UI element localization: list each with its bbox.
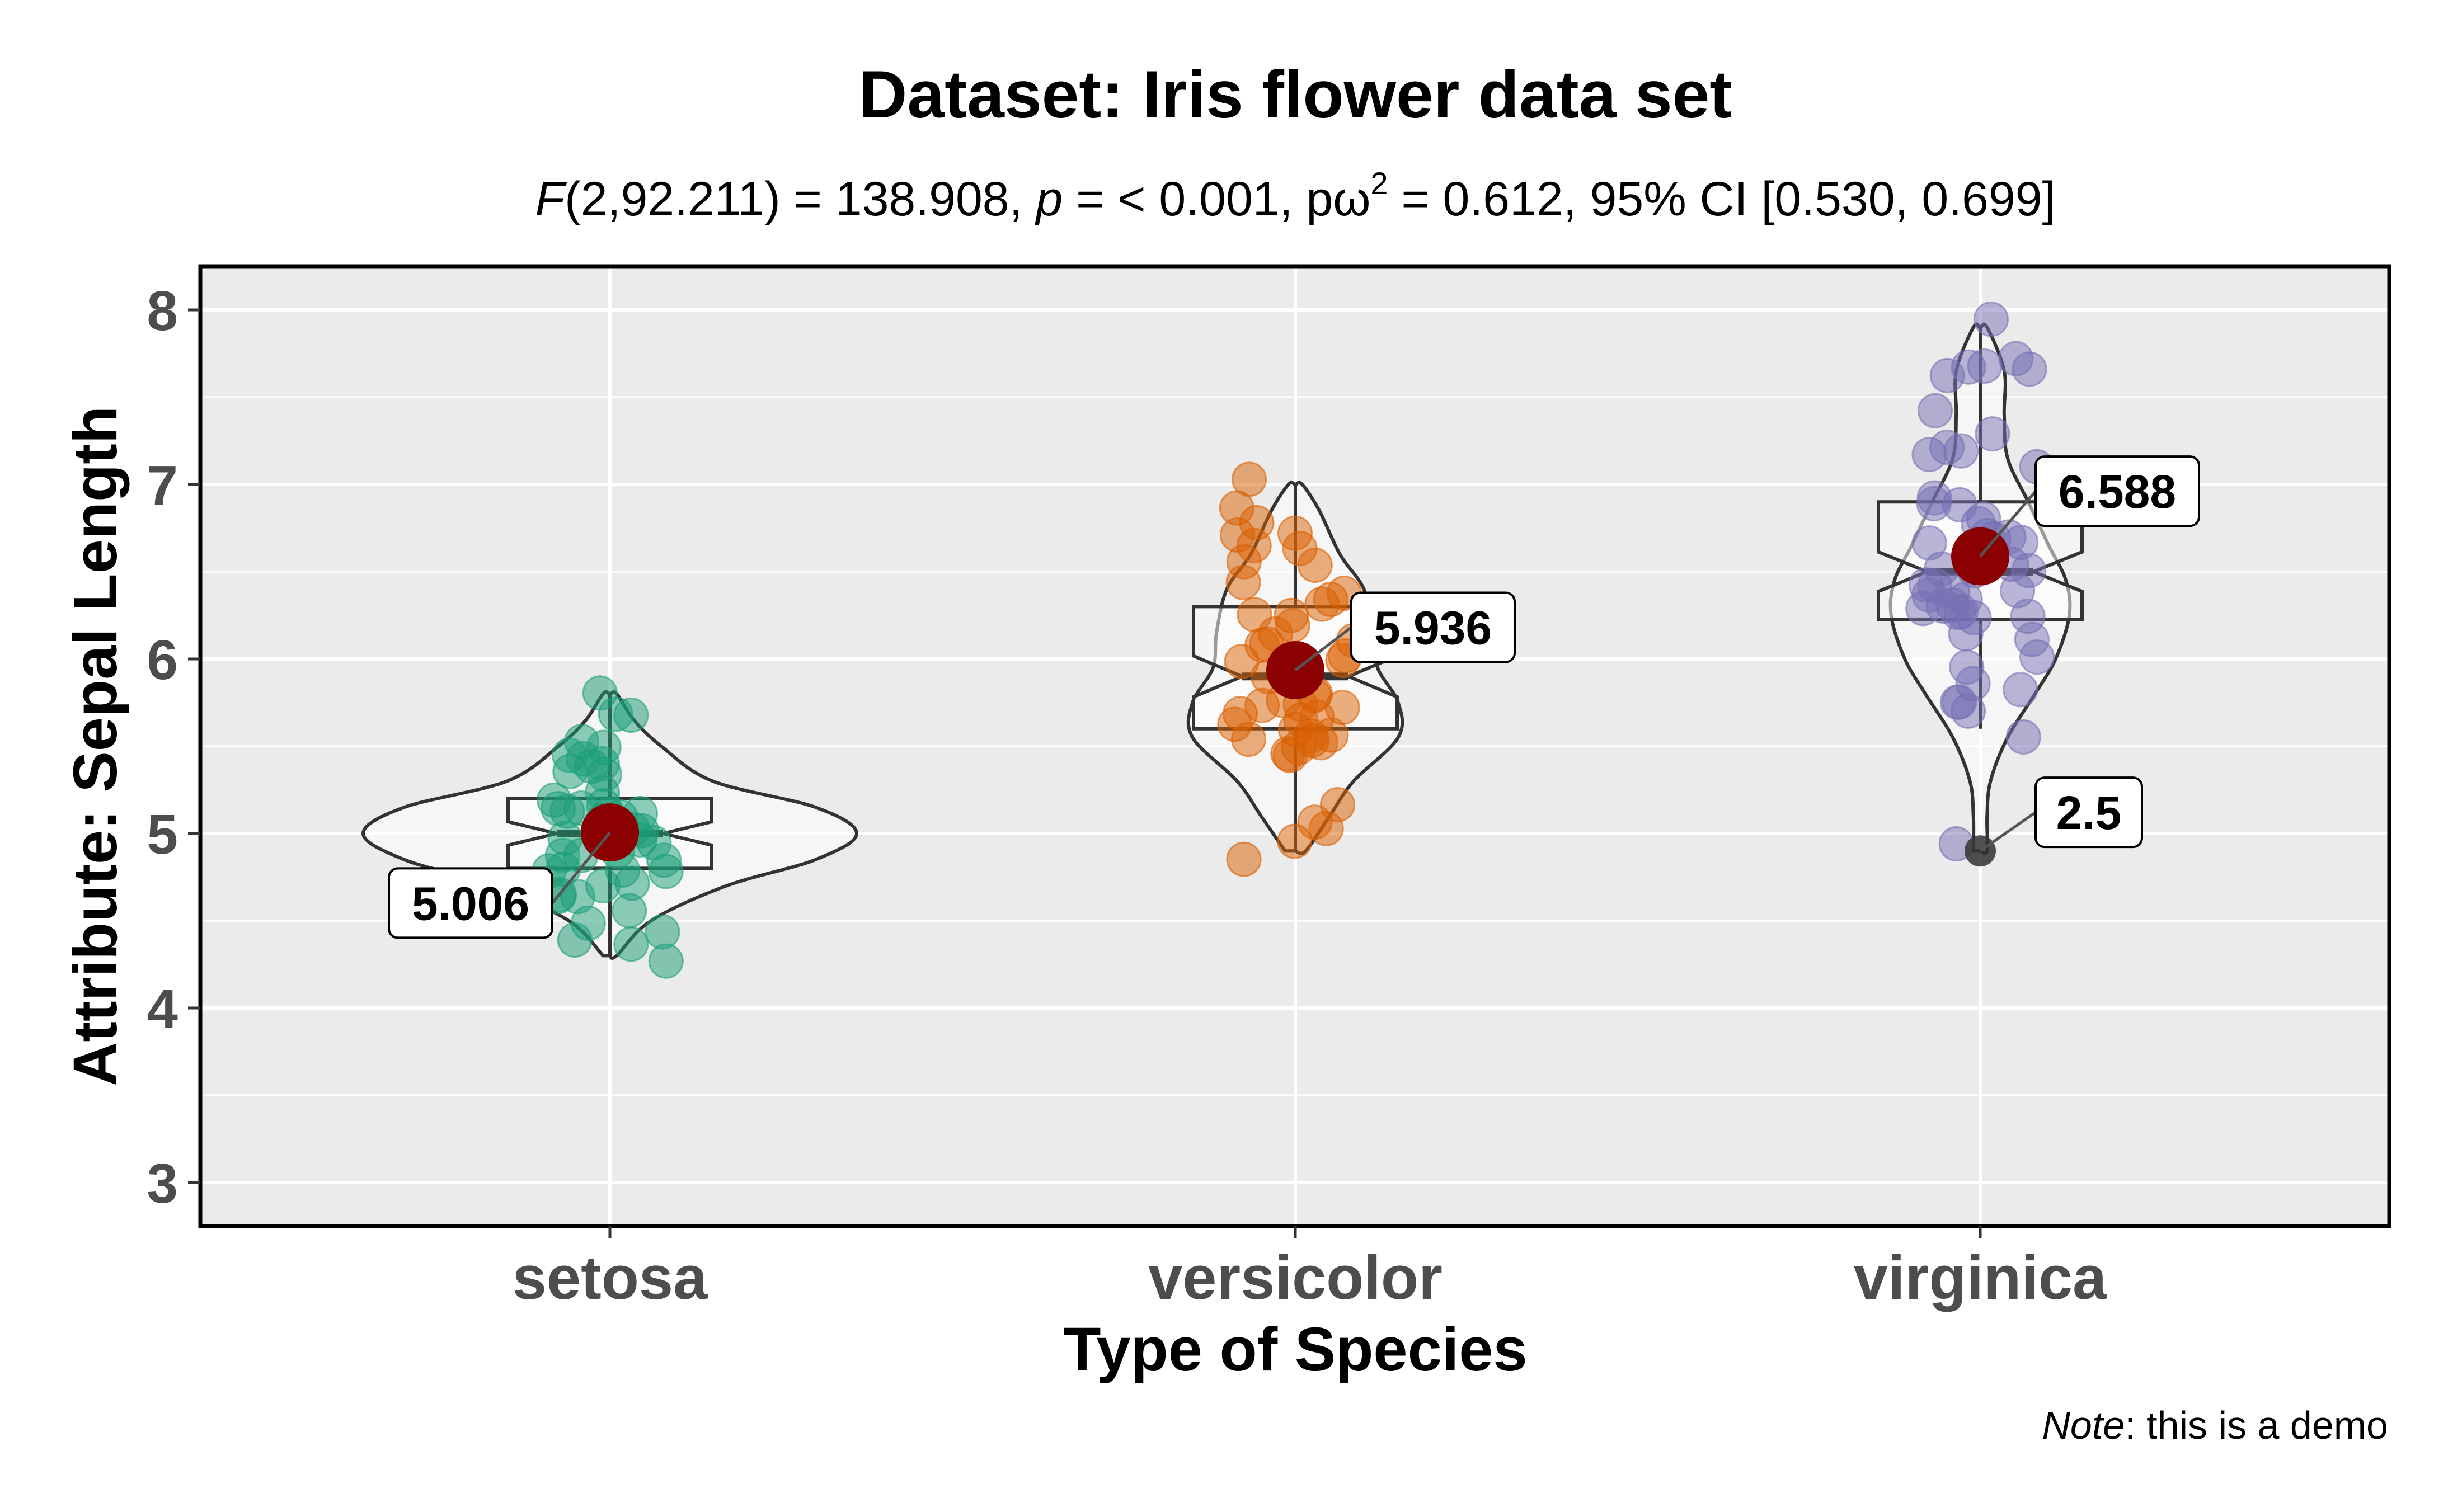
x-axis-ticks: setosa versicolor virginica: [513, 1226, 2107, 1312]
label-box: [2034, 455, 2200, 527]
data-point-setosa: [613, 926, 649, 962]
x-tick-label: versicolor: [1148, 1243, 1443, 1312]
y-tick-label: 7: [147, 454, 178, 517]
data-point-virginica: [1955, 666, 1991, 701]
label-leader-line: [1979, 490, 2037, 558]
chart-caption: Note: this is a demo: [2042, 1403, 2388, 1447]
value-labels: 5.006 5.936 6.588 2.5: [388, 455, 2200, 939]
data-point-versicolor: [1274, 597, 1309, 633]
x-tick-label: setosa: [513, 1243, 708, 1312]
data-point-virginica: [2003, 672, 2038, 708]
data-point-virginica: [2019, 639, 2055, 675]
data-point-versicolor: [1226, 841, 1262, 877]
y-axis-title: Attribute: Sepal Length: [61, 406, 130, 1086]
mean-label-virginica: 6.588: [1979, 455, 2200, 558]
data-point-versicolor: [1222, 696, 1258, 732]
y-tick-label: 3: [147, 1152, 178, 1215]
data-point-versicolor: [1299, 699, 1335, 735]
y-axis-ticks: 3 4 5 6 7 8: [147, 280, 200, 1215]
data-point-setosa: [598, 696, 633, 732]
data-point-setosa: [614, 865, 650, 901]
x-axis-title: Type of Species: [1063, 1315, 1527, 1384]
y-tick-label: 8: [147, 280, 178, 342]
label-text: 5.936: [1374, 601, 1492, 654]
mean-label-setosa: 5.006: [388, 831, 611, 939]
label-text: 6.588: [2059, 465, 2176, 518]
data-point-virginica: [2005, 719, 2041, 755]
data-point-virginica: [1956, 600, 1992, 635]
label-text: 2.5: [2056, 786, 2122, 839]
data-point-virginica: [1973, 302, 2009, 337]
data-point-versicolor: [1297, 804, 1333, 840]
x-tick-label: virginica: [1854, 1243, 2107, 1312]
data-point-setosa: [586, 757, 622, 793]
y-tick-label: 6: [147, 629, 178, 691]
label-box: [388, 867, 553, 939]
data-point-setosa: [557, 922, 593, 958]
data-point-virginica: [1911, 437, 1947, 473]
label-box: [2034, 776, 2143, 849]
data-point-virginica: [1917, 568, 1953, 604]
data-point-virginica: [1967, 348, 2003, 384]
data-point-versicolor: [1313, 581, 1348, 617]
data-point-virginica: [1916, 486, 1952, 522]
data-point-virginica: [1911, 525, 1947, 561]
chart-subtitle: F(2,92.211) = 138.908, p = < 0.001, pω2 …: [535, 166, 2056, 226]
data-point-versicolor: [1219, 517, 1255, 553]
data-point-setosa: [645, 914, 680, 950]
data-point-virginica: [1917, 393, 1953, 428]
data-point-setosa: [648, 943, 684, 979]
data-point-virginica: [1998, 341, 2034, 376]
label-leader-line: [1979, 811, 2037, 852]
y-tick-label: 4: [147, 978, 178, 1040]
chart-title: Dataset: Iris flower data set: [859, 57, 1732, 132]
label-leader-line: [551, 831, 611, 904]
outlier-label: 2.5: [1979, 776, 2143, 852]
mean-label-versicolor: 5.936: [1294, 591, 1516, 671]
label-box: [1350, 591, 1516, 663]
data-point-setosa: [563, 724, 599, 760]
data-point-virginica: [1975, 416, 2010, 452]
label-text: 5.006: [412, 877, 529, 930]
data-point-versicolor: [1277, 515, 1313, 551]
y-tick-label: 5: [147, 803, 178, 866]
label-leader-line: [1294, 626, 1352, 671]
